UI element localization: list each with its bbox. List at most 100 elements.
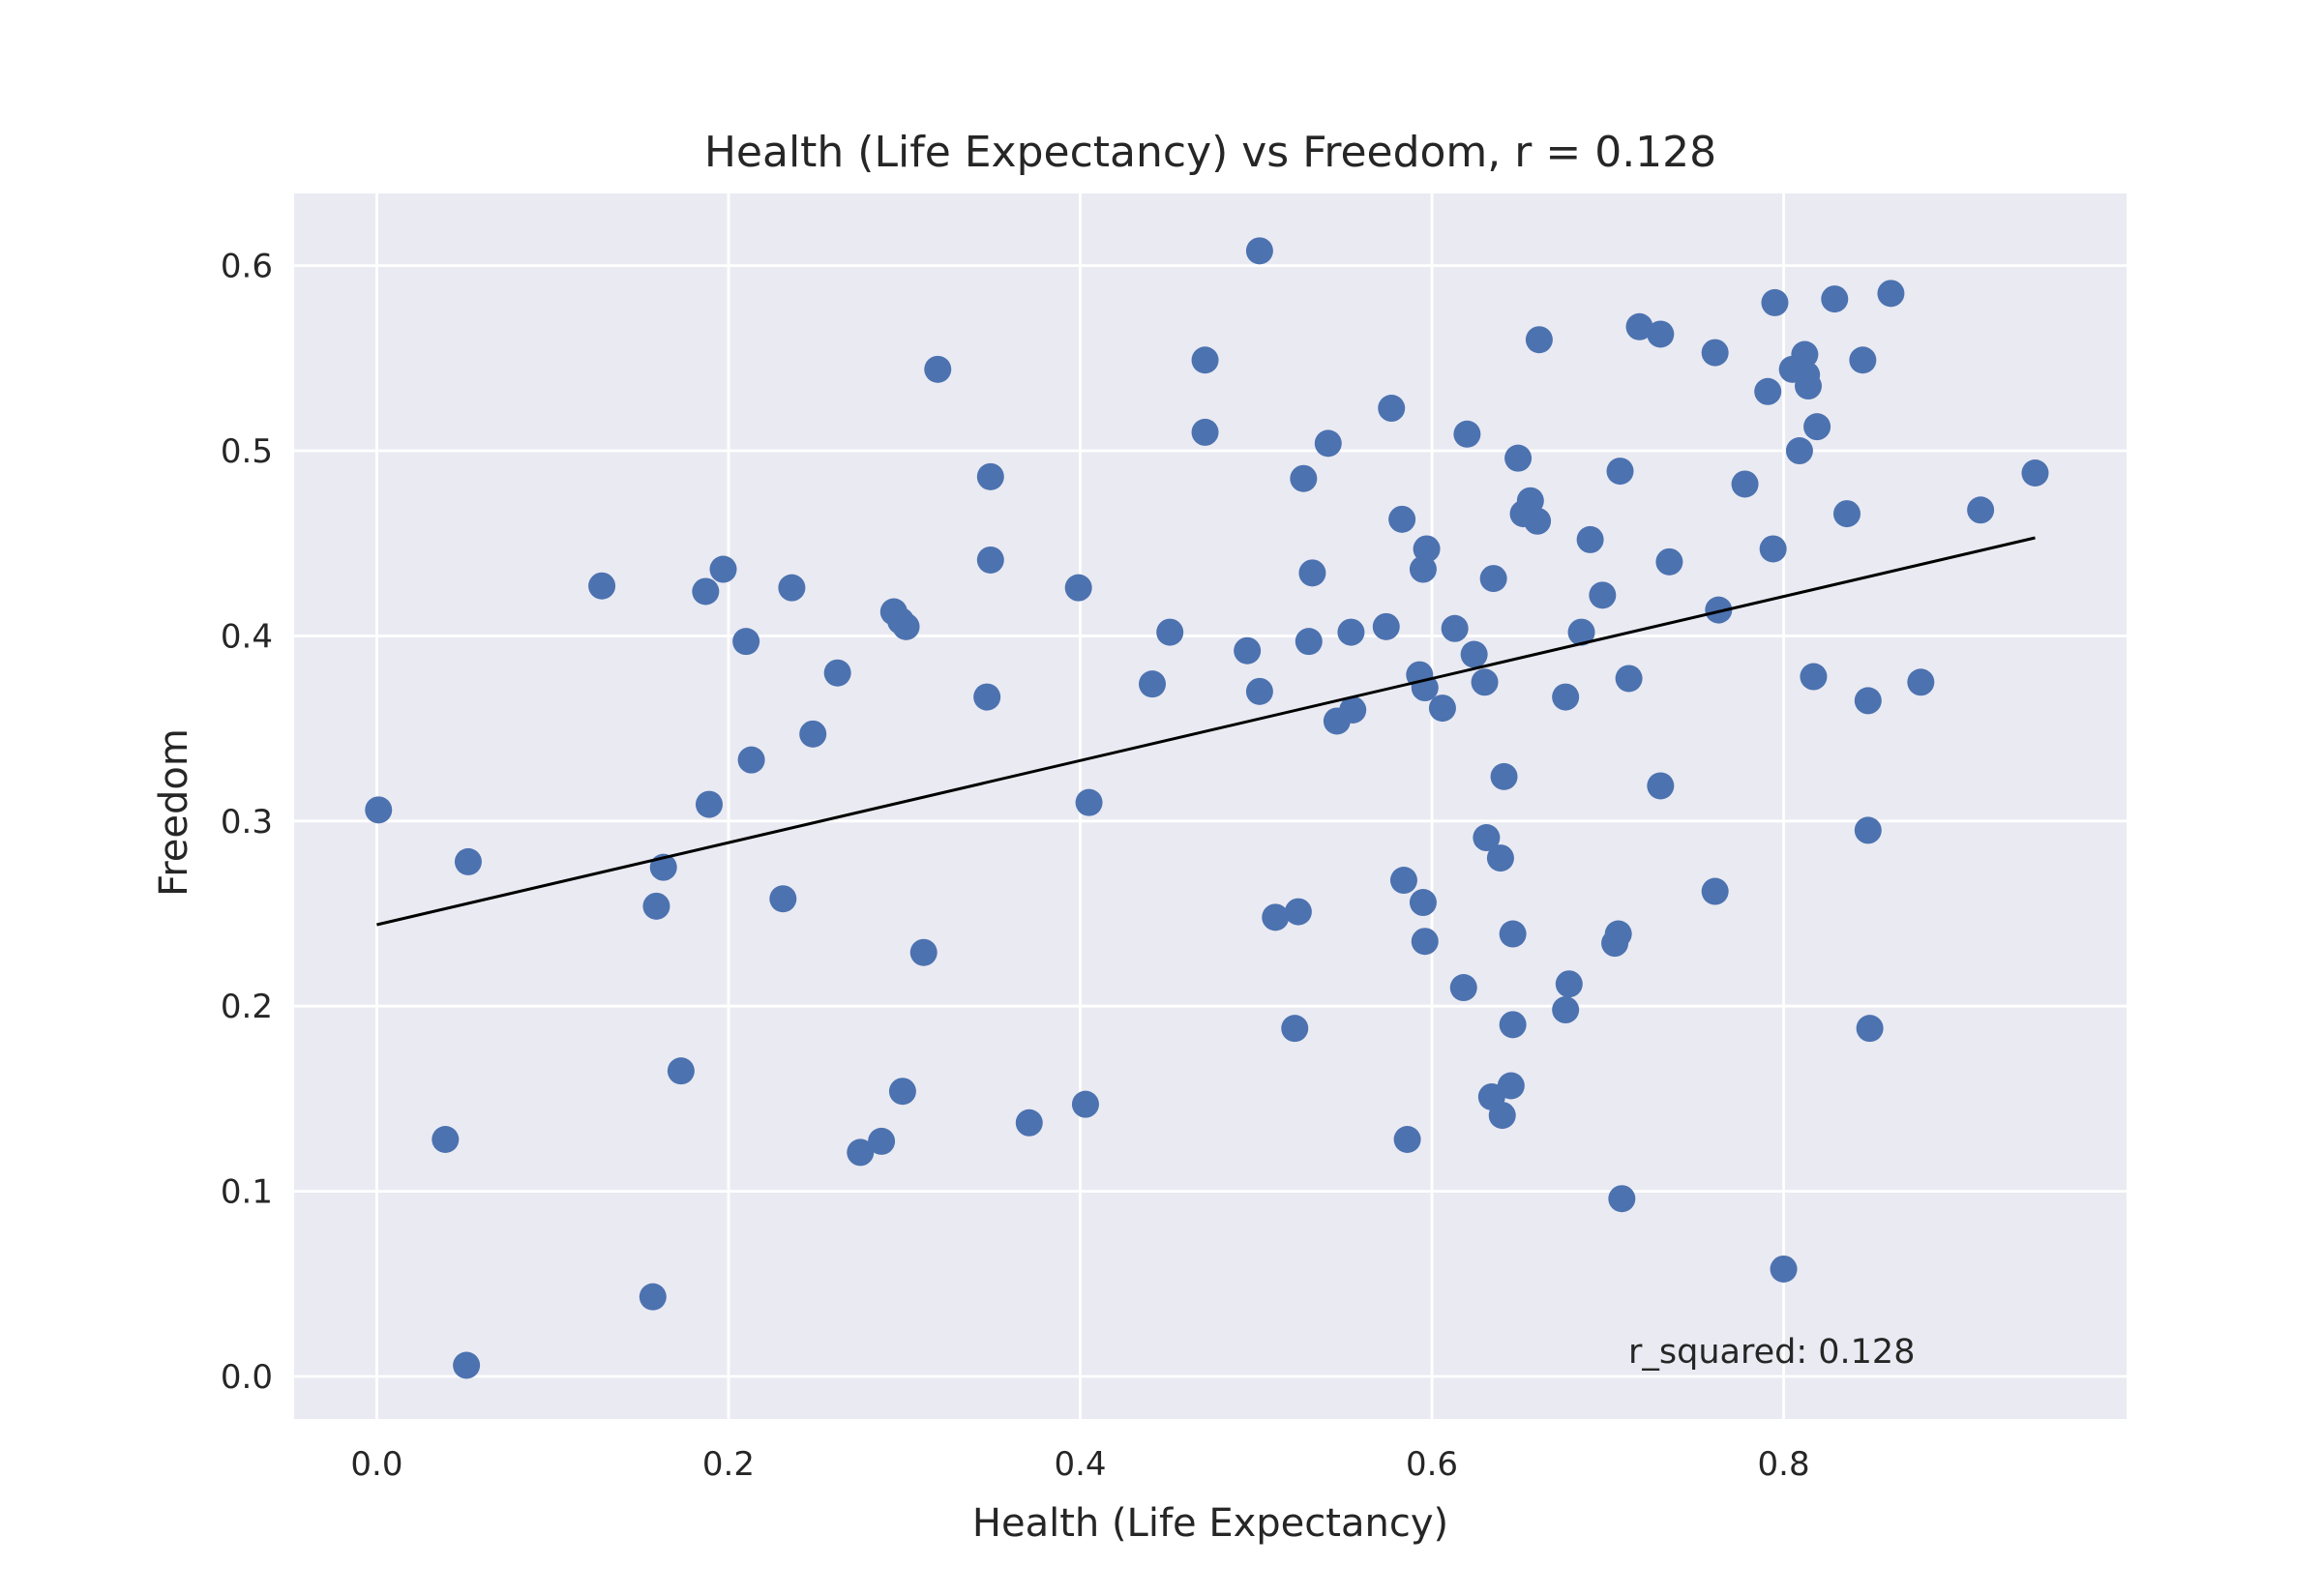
x-tick-label: 0.4 — [1054, 1445, 1106, 1484]
data-point — [1015, 1108, 1043, 1137]
data-point — [868, 1127, 896, 1155]
data-point — [823, 659, 851, 687]
data-point — [1754, 377, 1782, 405]
data-point — [1411, 928, 1439, 956]
trend-line — [376, 536, 2036, 927]
data-point — [1471, 668, 1499, 696]
data-point — [695, 790, 723, 818]
data-point — [1393, 1126, 1421, 1154]
data-point — [432, 1126, 460, 1154]
data-point — [1191, 418, 1219, 446]
data-point — [453, 1351, 481, 1379]
data-point — [1524, 507, 1552, 535]
data-point — [1281, 1015, 1309, 1043]
y-axis-label: Freedom — [152, 728, 196, 897]
y-tick-label: 0.0 — [221, 1358, 273, 1397]
data-point — [1552, 996, 1580, 1024]
data-point — [639, 1283, 667, 1311]
data-point — [1298, 559, 1326, 587]
data-point — [1525, 326, 1553, 354]
data-point — [1608, 1185, 1636, 1213]
plot-area — [294, 193, 2127, 1419]
y-tick-label: 0.4 — [221, 617, 273, 656]
data-point — [1409, 889, 1437, 917]
y-tick-label: 0.1 — [221, 1173, 273, 1212]
data-point — [1064, 574, 1092, 602]
data-point — [1245, 237, 1273, 265]
data-point — [1877, 280, 1905, 308]
chart-title: Health (Life Expectancy) vs Freedom, r =… — [704, 128, 1716, 177]
data-point — [799, 720, 827, 748]
data-point — [1453, 420, 1481, 448]
data-point — [1800, 663, 1828, 691]
data-point — [1409, 555, 1437, 583]
data-point — [1071, 1090, 1099, 1118]
data-point — [1504, 444, 1533, 472]
data-point — [1337, 618, 1365, 646]
data-point — [1552, 683, 1580, 711]
data-point — [1795, 372, 1823, 400]
data-point — [1701, 339, 1729, 367]
data-point — [1486, 844, 1514, 872]
data-point — [1555, 970, 1583, 998]
x-tick-label: 0.8 — [1758, 1445, 1810, 1484]
data-point — [1388, 505, 1416, 533]
data-point — [769, 885, 797, 913]
data-point — [1389, 867, 1417, 895]
x-tick-labels: 0.0 0.2 0.4 0.6 0.8 — [350, 1445, 1809, 1484]
x-tick-label: 0.0 — [350, 1445, 402, 1484]
r-squared-annotation: r_squared: 0.128 — [1628, 1333, 1915, 1372]
data-point — [1770, 1255, 1798, 1283]
data-point — [642, 892, 670, 920]
x-tick-label: 0.6 — [1406, 1445, 1458, 1484]
data-point — [1907, 668, 1935, 696]
data-point — [1262, 903, 1290, 931]
data-point — [1615, 665, 1643, 693]
y-tick-label: 0.6 — [221, 248, 273, 286]
y-tick-label: 0.3 — [221, 803, 273, 842]
data-point — [1479, 565, 1507, 593]
data-point — [1449, 974, 1477, 1002]
y-gridlines — [294, 264, 2127, 1378]
data-point — [732, 628, 760, 656]
data-point — [709, 555, 737, 583]
data-point — [847, 1138, 875, 1167]
data-point — [1234, 636, 1262, 665]
data-point — [667, 1057, 695, 1085]
data-point — [1589, 581, 1617, 609]
data-point — [1803, 413, 1831, 441]
data-point — [1488, 1102, 1516, 1130]
data-point — [1516, 487, 1544, 515]
data-point — [973, 683, 1001, 711]
data-point — [1854, 816, 1882, 844]
data-point — [976, 462, 1004, 490]
data-point — [1821, 285, 1849, 313]
data-point — [737, 746, 765, 774]
data-point — [1625, 312, 1653, 340]
data-point — [1655, 547, 1683, 576]
y-tick-label: 0.5 — [221, 432, 273, 471]
data-point — [1705, 596, 1733, 624]
data-point — [1606, 458, 1634, 486]
data-point — [2021, 458, 2049, 487]
data-point — [1701, 877, 1729, 905]
data-point — [1576, 525, 1604, 553]
data-point — [1284, 898, 1312, 926]
data-point — [1567, 618, 1595, 646]
y-tick-label: 0.2 — [221, 988, 273, 1026]
data-points — [365, 237, 2049, 1379]
data-point — [1441, 614, 1469, 642]
data-point — [1832, 500, 1861, 528]
x-axis-label: Health (Life Expectancy) — [972, 1501, 1448, 1546]
data-point — [1785, 437, 1813, 465]
data-point — [1314, 429, 1342, 458]
data-point — [778, 574, 806, 602]
data-point — [1378, 395, 1406, 423]
data-point — [1473, 824, 1501, 852]
x-tick-label: 0.2 — [702, 1445, 755, 1484]
data-point — [588, 572, 616, 600]
data-point — [1290, 464, 1318, 492]
data-point — [1191, 346, 1219, 374]
data-point — [909, 938, 938, 966]
